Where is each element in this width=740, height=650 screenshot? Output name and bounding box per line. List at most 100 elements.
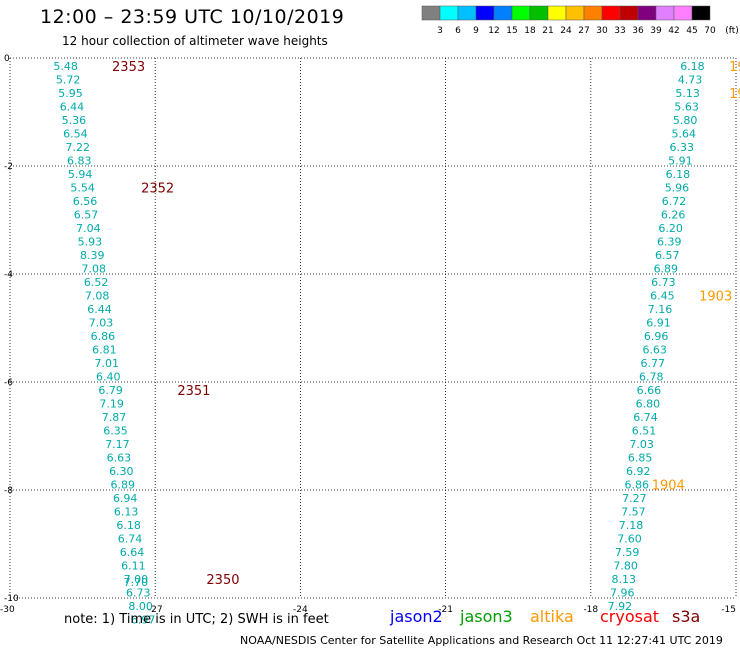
wave-height-label: 7.96: [610, 587, 635, 600]
wave-height-label: 6.89: [654, 263, 679, 276]
wave-height-label: 4.73: [678, 74, 703, 87]
pass-time-label: 1903: [699, 290, 732, 305]
wave-height-label: 7.04: [76, 222, 101, 235]
wave-height-label: 6.56: [73, 195, 98, 208]
colorbar-tick-label: 21: [542, 26, 553, 36]
colorbar-tick-label: 36: [632, 26, 644, 36]
colorbar-tick-label: 24: [560, 26, 572, 36]
wave-height-label: 6.51: [632, 425, 657, 438]
wave-height-label: 6.86: [91, 330, 116, 343]
y-tick-label: -10: [4, 594, 19, 604]
wave-height-label: 7.01: [95, 357, 120, 370]
wave-height-label: 8.00: [128, 600, 153, 613]
colorbar-tick-label: 42: [668, 26, 679, 36]
wave-height-label: 7.27: [622, 492, 647, 505]
footer-credit: NOAA/NESDIS Center for Satellite Applica…: [240, 634, 723, 647]
wave-height-label: 7.08: [85, 290, 110, 303]
wave-height-label: 6.74: [633, 411, 658, 424]
wave-height-label: 6.72: [662, 195, 687, 208]
y-tick-label: -8: [4, 486, 13, 496]
wave-height-label: 6.18: [116, 519, 141, 532]
wave-height-label: 6.96: [644, 330, 669, 343]
wave-height-label: 6.57: [74, 209, 99, 222]
satellite-s3a-label: s3a: [672, 607, 701, 626]
wave-height-label: 6.35: [103, 425, 128, 438]
wave-height-label: 7.92: [608, 600, 633, 613]
wave-height-label: 6.18: [680, 60, 705, 73]
wave-height-label: 5.54: [70, 182, 95, 195]
wave-height-label: 7.17: [105, 438, 130, 451]
colorbar-tick-label: 70: [704, 26, 716, 36]
wave-height-label: 6.79: [98, 384, 123, 397]
wave-height-label: 6.77: [641, 357, 666, 370]
x-tick-label: -27: [148, 605, 163, 615]
wave-height-label: 7.16: [648, 303, 673, 316]
colorbar-tick-label: 9: [473, 26, 479, 36]
wave-height-label: 6.20: [658, 222, 683, 235]
pass-time-label: 1901: [729, 60, 740, 75]
colorbar-tick-label: 45: [686, 26, 697, 36]
wave-height-label: 6.33: [670, 141, 695, 154]
colorbar-swatch: [691, 5, 711, 21]
wave-height-label: 6.66: [637, 384, 662, 397]
x-tick-label: -30: [0, 605, 15, 615]
wave-height-label: 6.26: [661, 209, 686, 222]
x-tick-label: -24: [293, 605, 308, 615]
wave-height-label: 5.91: [668, 155, 693, 168]
colorbar-legend: 3 6 9 12 15 18 21 24 27 30 33 36 39 42 45 70 (ft): [421, 5, 739, 36]
wave-height-label: 5.36: [62, 114, 87, 127]
footer-note: note: 1) Time is in UTC; 2) SWH is in fe…: [64, 612, 329, 627]
pass-time-label: 1902: [729, 87, 740, 102]
wave-height-label: 6.97: [131, 614, 156, 627]
wave-height-label: 7.57: [621, 506, 646, 519]
wave-height-label: 7.70: [124, 576, 149, 589]
wave-height-label: 7.03: [89, 317, 114, 330]
wave-height-label: 7.18: [619, 519, 644, 532]
x-tick-label: -18: [583, 605, 598, 615]
colorbar-tick-label: 12: [488, 26, 499, 36]
y-tick-label: -2: [4, 162, 13, 172]
wave-height-label: 5.72: [56, 74, 81, 87]
wave-height-label: 7.19: [99, 398, 124, 411]
satellite-jason2-label: jason2: [390, 607, 443, 626]
wave-height-label: 6.11: [121, 560, 146, 573]
colorbar-tick-label: 39: [650, 26, 662, 36]
wave-height-label: 8.39: [80, 249, 105, 262]
wave-height-label: 5.13: [675, 87, 700, 100]
colorbar-tick-label: 18: [524, 26, 536, 36]
pass-time-label: 2352: [141, 182, 174, 197]
wave-height-label: 6.73: [126, 587, 151, 600]
wave-height-label: 6.81: [92, 344, 117, 357]
pass-time-label: 2350: [206, 573, 239, 588]
satellite-jason3-label: jason3: [460, 607, 513, 626]
page-subtitle: 12 hour collection of altimeter wave hei…: [62, 34, 328, 48]
wave-height-label: 6.54: [63, 128, 88, 141]
wave-height-label: 6.63: [642, 344, 667, 357]
wave-height-label: 6.44: [60, 101, 85, 114]
pass-time-label: 2353: [112, 60, 145, 75]
wave-height-label: 6.91: [646, 317, 671, 330]
y-tick-label: 0: [4, 54, 10, 64]
page-title: 12:00 – 23:59 UTC 10/10/2019: [40, 6, 345, 28]
wave-height-label: 6.52: [84, 276, 109, 289]
wave-height-label: 7.22: [66, 141, 91, 154]
wave-height-label: 6.44: [87, 303, 112, 316]
wave-height-label: 6.92: [626, 465, 651, 478]
wave-height-label: 5.80: [673, 114, 698, 127]
wave-height-label: 6.80: [636, 398, 661, 411]
wave-height-label: 8.13: [611, 573, 636, 586]
wave-height-label: 6.89: [111, 479, 136, 492]
wave-height-label: 6.86: [625, 479, 650, 492]
wave-height-label: 6.45: [650, 290, 675, 303]
colorbar-tick-label: 3: [437, 26, 443, 36]
wave-height-label: 5.63: [674, 101, 699, 114]
wave-height-label: 7.00: [124, 573, 149, 586]
wave-height-label: 7.08: [81, 263, 106, 276]
wave-height-label: 7.60: [617, 533, 642, 546]
colorbar-tick-label: 27: [578, 26, 589, 36]
wave-height-label: 6.18: [666, 168, 691, 181]
wave-height-label: 7.87: [102, 411, 127, 424]
wave-height-label: 6.78: [639, 371, 664, 384]
y-tick-label: -6: [4, 378, 13, 388]
